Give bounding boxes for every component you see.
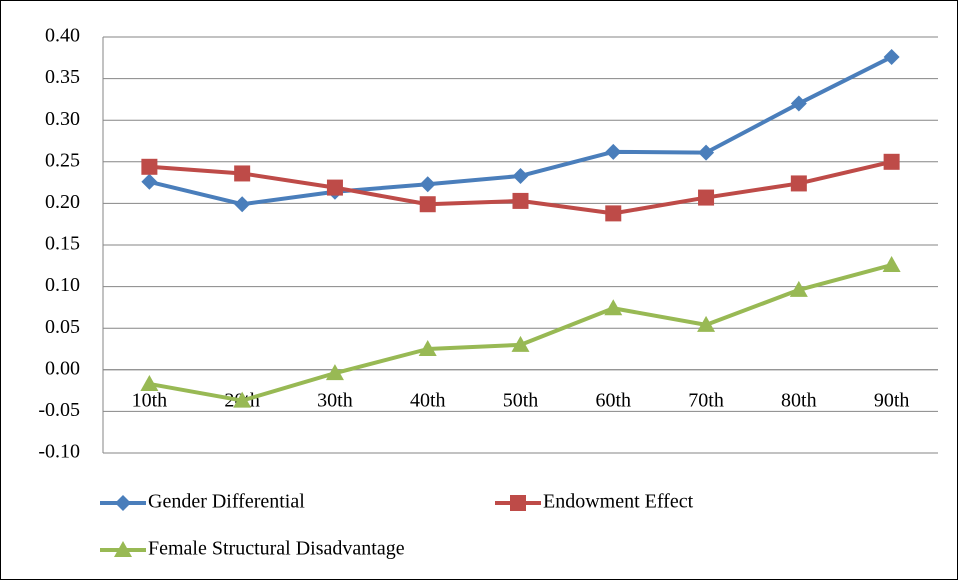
x-tick-label: 90th [874,389,910,411]
x-tick-label: 40th [410,389,446,411]
y-tick-label: 0.35 [45,66,80,88]
data-point [233,391,252,408]
data-point [698,144,715,161]
y-tick-label: 0.05 [45,316,80,338]
data-point [697,315,716,332]
legend-label: Gender Differential [148,491,305,513]
data-point [883,153,900,170]
y-tick-label: 0.10 [45,274,80,296]
data-point [512,167,529,184]
data-point [234,196,251,213]
data-point [141,158,158,175]
legend-marker [114,541,132,557]
data-point [883,48,900,65]
y-tick-label: 0.00 [45,357,80,379]
x-tick-label: 80th [781,389,817,411]
data-point [418,340,437,356]
data-point [789,280,808,297]
y-tick-label: 0.20 [45,191,80,213]
x-tick-label: 30th [317,389,353,411]
legend-marker [115,495,131,511]
x-tick-label: 10th [132,389,168,411]
x-tick-label: 70th [688,389,724,411]
legend-label: Female Structural Disadvantage [148,538,405,560]
data-point [790,175,807,192]
data-point [325,364,344,381]
data-point [234,165,251,182]
data-point [511,335,530,352]
y-tick-label: 0.25 [45,149,80,171]
legend-marker [510,495,526,511]
legend-label: Endowment Effect [543,491,694,513]
y-tick-label: -0.10 [38,441,80,463]
data-point [790,95,807,112]
y-tick-label: 0.30 [45,108,80,130]
y-tick-label: 0.15 [45,233,80,255]
x-tick-label: 60th [595,389,631,411]
y-tick-label: -0.05 [38,399,80,421]
data-point [419,176,436,193]
data-point [419,196,436,213]
data-point [882,255,901,272]
data-point [605,205,622,222]
x-tick-label: 50th [503,389,539,411]
y-tick-label: 0.40 [45,25,80,47]
data-point [698,189,715,206]
data-point [512,192,529,209]
data-point [604,299,623,316]
data-point [326,179,343,196]
data-point [141,173,158,190]
data-point [140,374,159,391]
data-point [605,143,622,160]
